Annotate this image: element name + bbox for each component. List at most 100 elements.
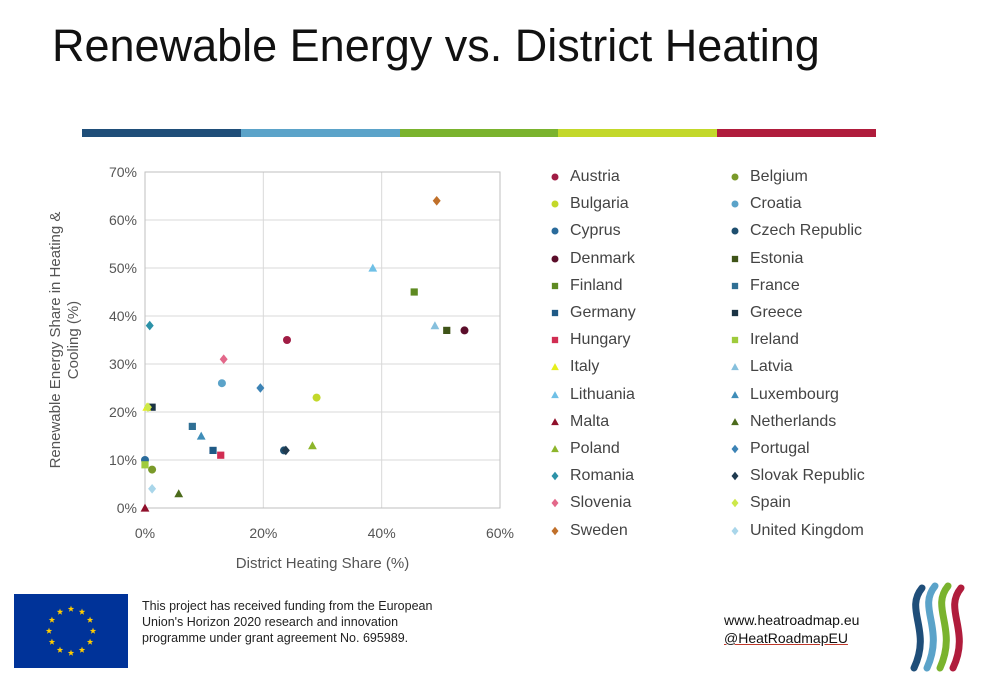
legend-label: Poland [570,440,620,457]
eu-star-icon [67,605,75,612]
legend-item: Ireland [730,331,799,349]
data-point-austria [283,336,291,344]
legend-marker [731,309,739,317]
legend-marker [731,173,739,181]
eu-star-icon [86,616,94,623]
legend-item: Luxembourg [730,386,839,404]
data-point-netherlands [174,489,184,498]
y-tick-label: 70% [109,164,137,180]
legend-item: Belgium [730,168,808,186]
y-tick-label: 60% [109,212,137,228]
legend-item: France [730,277,800,295]
data-point-denmark [460,326,469,335]
legend-marker [731,282,739,289]
legend-marker [551,390,559,398]
eu-star-icon [48,638,56,645]
legend-label: Portugal [750,440,810,457]
legend-label: France [750,276,800,294]
x-tick-label: 40% [368,525,396,541]
legend-marker [731,417,739,425]
legend-item: Slovak Republic [730,467,865,485]
legend-marker [731,363,739,371]
data-point-croatia [217,379,226,388]
y-tick-label: 10% [109,452,137,468]
legend-marker [551,499,559,508]
data-point-hungary [217,451,225,459]
legend-item: Sweden [550,522,628,540]
legend-marker [551,282,559,289]
eu-star-icon [56,608,64,615]
legend-item: Cyprus [550,222,621,240]
legend-label: Belgium [750,168,808,185]
legend-item: Slovenia [550,494,631,512]
legend-label: Bulgaria [570,195,629,213]
data-point-finland [410,288,418,296]
legend-label: Finland [570,276,623,294]
color-bar-segment [399,129,559,137]
eu-star-icon [89,627,97,634]
legend-marker [731,471,739,481]
y-tick-label: 20% [109,404,137,420]
legend-marker [551,417,559,425]
legend-item: Estonia [730,250,803,268]
data-point-bulgaria [312,393,321,402]
legend-label: Slovenia [570,494,632,512]
page-title: Renewable Energy vs. District Heating [52,20,820,71]
legend-marker [731,499,739,508]
plot-area [144,171,501,509]
data-point-malta [140,503,150,512]
legend-marker [551,173,559,181]
legend-item: Germany [550,304,636,322]
website-link[interactable]: www.heatroadmap.eu [724,612,860,628]
eu-flag-logo [14,594,128,668]
x-tick-label: 20% [249,525,277,541]
eu-star-icon [56,646,64,653]
legend-label: Netherlands [750,412,837,430]
legend-label: Estonia [750,249,804,267]
y-tick-label: 30% [109,356,137,372]
eu-star-icon [78,608,86,615]
legend-item: Bulgaria [550,195,629,213]
data-point-lithuania [368,263,378,272]
legend-item: Hungary [550,331,630,349]
legend-label: Latvia [750,358,793,376]
legend-label: Hungary [570,331,631,349]
legend-item: Croatia [730,195,802,213]
legend-label: Malta [570,412,610,430]
legend-marker [731,200,739,208]
legend-item: Romania [550,467,634,485]
legend-item: Netherlands [730,413,836,431]
legend-item: Finland [550,277,622,295]
legend-label: Greece [750,304,803,321]
data-point-germany [209,446,217,454]
eu-star-icon [86,638,94,645]
color-bar-segment [240,129,400,137]
legend-marker [731,227,739,235]
legend-item: Greece [730,304,802,322]
data-point-poland [308,441,317,450]
twitter-handle[interactable]: @HeatRoadmapEU [724,630,848,646]
legend-item: Denmark [550,250,635,268]
data-point-romania [145,320,154,331]
legend-marker [551,471,559,481]
data-point-france [188,422,196,430]
data-point-slovak-republic [281,445,290,456]
legend-item: Lithuania [550,386,635,404]
data-point-spain [143,402,152,412]
heat-roadmap-logo [910,582,965,672]
legend-item: Latvia [730,358,793,376]
legend-label: Sweden [570,521,628,539]
legend-label: Romania [570,467,635,485]
data-point-greece [148,403,156,411]
color-bar-segment [558,129,718,137]
legend-label: Italy [570,358,600,376]
eu-star-icon [67,649,75,656]
data-point-slovenia [219,354,228,364]
y-tick-label: 40% [109,308,137,324]
legend-label: Czech Republic [750,222,863,240]
legend-marker [731,255,739,262]
legend-item: Czech Republic [730,222,862,240]
legend-label: Denmark [570,249,635,267]
x-tick-label: 60% [486,525,514,541]
x-axis-label: District Heating Share (%) [236,555,409,572]
